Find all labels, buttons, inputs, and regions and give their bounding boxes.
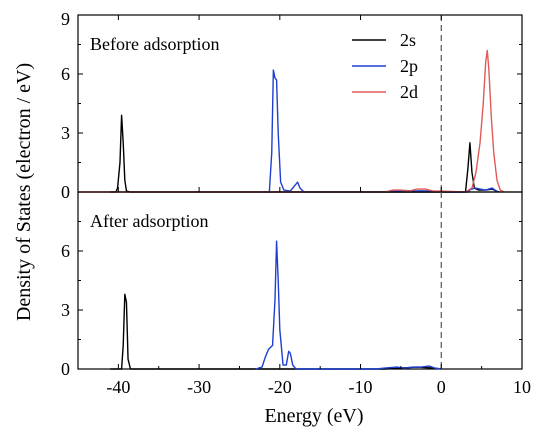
y-tick-label: 3 xyxy=(61,123,70,143)
x-tick-label: 0 xyxy=(437,377,446,397)
y-tick-label: 3 xyxy=(61,300,70,320)
x-tick-label: -40 xyxy=(106,377,130,397)
y-tick-label: 6 xyxy=(61,241,70,261)
panel-before-adsorption: 0 3 6 9 Before adsorption 2s 2p 2d xyxy=(61,9,523,202)
legend-label-2s: 2s xyxy=(400,30,416,50)
legend-label-2p: 2p xyxy=(400,56,418,76)
legend-label-2d: 2d xyxy=(400,82,418,102)
y-tick-label: 9 xyxy=(61,9,70,29)
x-tick-label: -10 xyxy=(349,377,373,397)
series-line-2s xyxy=(110,293,442,370)
y-tick-label: 6 xyxy=(61,64,70,84)
x-tick-label: 10 xyxy=(513,377,531,397)
panel-after-adsorption: 0 3 6 After adsorption xyxy=(61,191,523,379)
panel-annotation: After adsorption xyxy=(90,211,208,231)
x-tick-label: -30 xyxy=(187,377,211,397)
x-axis-label: Energy (eV) xyxy=(264,405,363,427)
x-axis: -40 -30 -20 -10 0 10 xyxy=(77,15,531,397)
series-line-2p xyxy=(263,69,499,193)
legend: 2s 2p 2d xyxy=(352,30,418,102)
y-tick-label: 0 xyxy=(61,359,70,379)
panel-annotation: Before adsorption xyxy=(90,34,219,54)
y-axis-label: Density of States (electron / eV) xyxy=(13,63,35,321)
y-tick-label: 0 xyxy=(61,182,70,202)
series-line-2d xyxy=(78,49,505,193)
x-tick-label: -20 xyxy=(268,377,292,397)
series-line-2p xyxy=(255,240,442,370)
